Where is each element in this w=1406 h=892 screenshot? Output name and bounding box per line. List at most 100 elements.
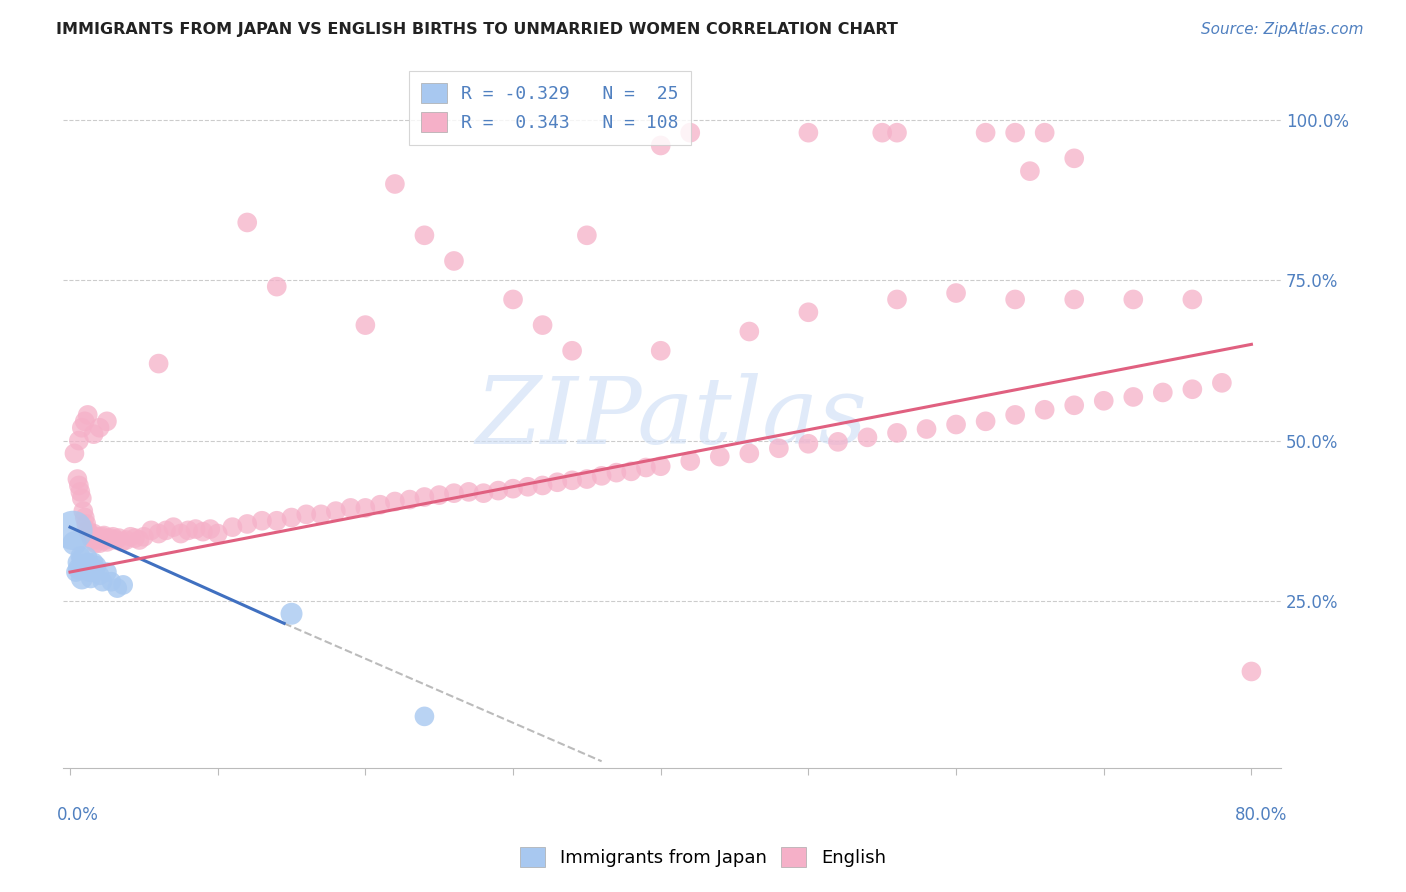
Point: [1004, 126, 1026, 140]
Point: [91, 574, 114, 589]
Point: [1033, 402, 1056, 417]
Point: [546, 475, 568, 490]
Point: [398, 492, 420, 507]
Point: [295, 508, 318, 522]
Point: [870, 126, 893, 140]
Point: [84, 536, 107, 550]
Point: [1181, 382, 1204, 396]
Point: [89, 421, 111, 435]
Point: [141, 524, 163, 538]
Point: [170, 526, 193, 541]
Point: [63, 536, 86, 550]
Point: [531, 478, 554, 492]
Point: [634, 460, 657, 475]
Point: [797, 305, 820, 319]
Point: [101, 530, 124, 544]
Point: [650, 343, 672, 358]
Legend: Immigrants from Japan, English: Immigrants from Japan, English: [513, 839, 893, 874]
Point: [1122, 293, 1144, 307]
Point: [886, 126, 908, 140]
Point: [1122, 390, 1144, 404]
Point: [83, 526, 105, 541]
Point: [90, 531, 112, 545]
Point: [70, 572, 93, 586]
Point: [1181, 293, 1204, 307]
Point: [384, 494, 406, 508]
Point: [1063, 398, 1085, 412]
Point: [427, 488, 450, 502]
Point: [561, 343, 583, 358]
Point: [70, 491, 93, 506]
Point: [67, 478, 90, 492]
Point: [72, 504, 94, 518]
Point: [472, 486, 495, 500]
Point: [1211, 376, 1233, 390]
Point: [280, 607, 302, 621]
Point: [112, 578, 135, 592]
Point: [86, 558, 108, 573]
Point: [104, 533, 127, 547]
Point: [83, 556, 105, 570]
Point: [886, 425, 908, 440]
Point: [184, 522, 207, 536]
Point: [1004, 408, 1026, 422]
Point: [679, 454, 702, 468]
Point: [128, 533, 150, 547]
Point: [98, 531, 121, 545]
Point: [575, 472, 598, 486]
Point: [69, 549, 91, 563]
Point: [413, 709, 436, 723]
Point: [1063, 151, 1085, 165]
Point: [368, 498, 391, 512]
Legend: R = -0.329   N =  25, R =  0.343   N = 108: R = -0.329 N = 25, R = 0.343 N = 108: [409, 70, 692, 145]
Point: [65, 565, 87, 579]
Point: [77, 526, 100, 541]
Point: [79, 572, 101, 586]
Point: [250, 514, 273, 528]
Point: [738, 446, 761, 460]
Text: ZIPatlas: ZIPatlas: [475, 373, 868, 463]
Point: [797, 437, 820, 451]
Point: [768, 442, 790, 456]
Point: [1019, 164, 1042, 178]
Point: [561, 473, 583, 487]
Point: [502, 482, 524, 496]
Point: [384, 177, 406, 191]
Point: [354, 318, 377, 332]
Point: [155, 524, 177, 538]
Point: [120, 530, 142, 544]
Point: [280, 510, 302, 524]
Point: [1004, 293, 1026, 307]
Point: [148, 526, 170, 541]
Point: [66, 472, 89, 486]
Point: [66, 556, 89, 570]
Text: 80.0%: 80.0%: [1234, 806, 1286, 824]
Point: [856, 430, 879, 444]
Point: [72, 558, 94, 573]
Point: [221, 520, 243, 534]
Point: [650, 459, 672, 474]
Point: [575, 228, 598, 243]
Point: [87, 533, 110, 547]
Point: [91, 530, 114, 544]
Point: [75, 516, 97, 531]
Point: [200, 522, 222, 536]
Point: [107, 531, 129, 545]
Point: [70, 421, 93, 435]
Point: [191, 524, 214, 539]
Point: [83, 427, 105, 442]
Point: [516, 480, 538, 494]
Point: [82, 565, 104, 579]
Point: [124, 531, 146, 545]
Point: [1092, 393, 1115, 408]
Point: [339, 500, 361, 515]
Point: [266, 514, 288, 528]
Point: [73, 510, 96, 524]
Point: [1152, 385, 1174, 400]
Point: [148, 357, 170, 371]
Point: [354, 500, 377, 515]
Point: [73, 552, 96, 566]
Point: [443, 486, 465, 500]
Point: [531, 318, 554, 332]
Text: IMMIGRANTS FROM JAPAN VS ENGLISH BIRTHS TO UNMARRIED WOMEN CORRELATION CHART: IMMIGRANTS FROM JAPAN VS ENGLISH BIRTHS …: [56, 22, 898, 37]
